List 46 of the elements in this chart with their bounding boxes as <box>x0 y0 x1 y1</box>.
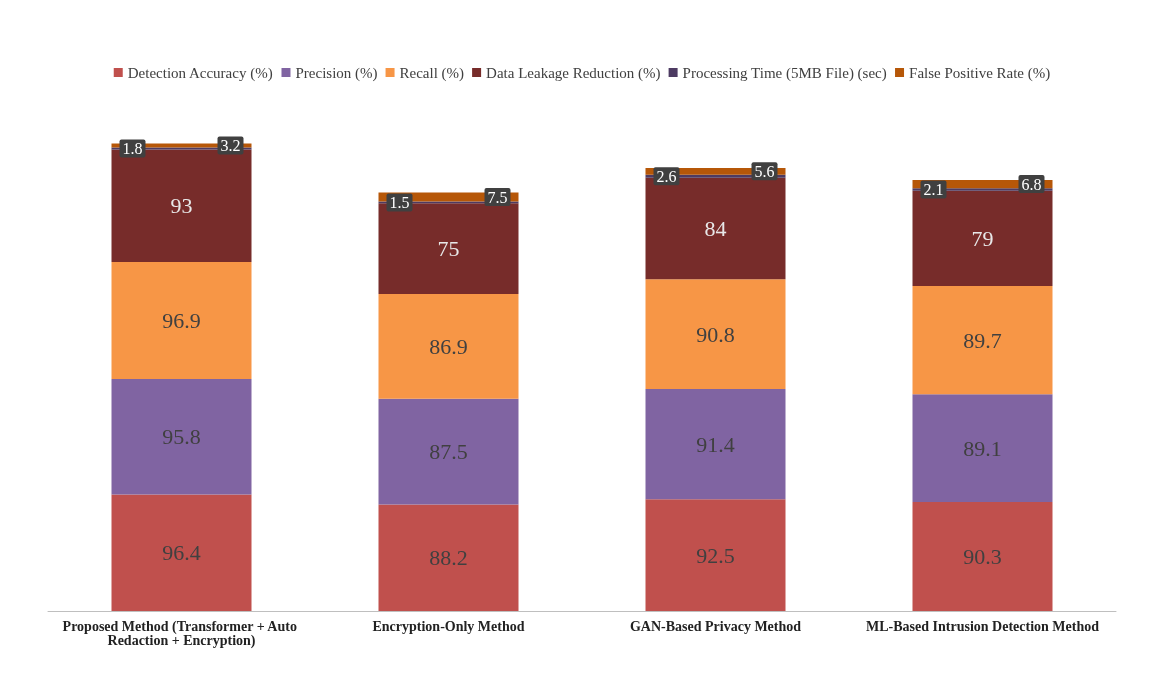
data-label: 93 <box>170 193 193 219</box>
bar <box>378 293 519 399</box>
x-tick-label: ML-Based Intrusion Detection Method <box>866 618 1100 634</box>
bar <box>111 494 252 611</box>
data-label: 89.1 <box>963 435 1002 461</box>
data-label: 90.3 <box>963 543 1002 569</box>
data-label: 1.5 <box>389 193 410 211</box>
bar <box>912 501 1053 611</box>
x-tick-label: GAN-Based Privacy Method <box>629 618 802 634</box>
data-label: 2.6 <box>656 167 677 185</box>
data-label: 95.8 <box>162 424 201 450</box>
data-label: 1.8 <box>122 140 143 158</box>
legend-label: Processing Time (5MB File) (sec) <box>682 64 887 82</box>
data-label: 88.2 <box>429 545 468 571</box>
bar <box>645 388 786 500</box>
data-label: 86.9 <box>429 333 468 359</box>
bar <box>378 398 519 505</box>
legend-label: Detection Accuracy (%) <box>127 64 273 82</box>
data-label: 3.2 <box>220 137 241 155</box>
bar <box>111 378 252 495</box>
bar <box>645 499 786 611</box>
legend-label: Data Leakage Reduction (%) <box>486 64 661 82</box>
data-label: 92.5 <box>696 542 735 568</box>
data-label: 75 <box>437 236 460 262</box>
data-label: 96.9 <box>162 307 201 333</box>
bar <box>378 504 519 611</box>
data-label: 91.4 <box>696 431 735 457</box>
data-label: 6.8 <box>1021 175 1042 193</box>
data-label: 7.5 <box>487 188 508 206</box>
bar <box>645 279 786 389</box>
data-label: 79 <box>971 225 994 251</box>
data-label: 5.6 <box>754 162 775 180</box>
bar <box>111 261 252 379</box>
legend-label: False Positive Rate (%) <box>909 64 1051 82</box>
data-label: 89.7 <box>963 327 1002 353</box>
x-tick-label: Encryption-Only Method <box>372 618 525 634</box>
legend-label: Recall (%) <box>399 64 465 82</box>
data-label: 84 <box>704 216 727 242</box>
data-label: 90.8 <box>696 321 735 347</box>
data-label: 96.4 <box>162 540 201 566</box>
x-tick-label: Proposed Method (Transformer + Auto Redaction + Encryption) <box>62 618 301 649</box>
legend-label: Precision (%) <box>295 64 378 82</box>
data-label: 87.5 <box>429 439 468 465</box>
bar <box>912 394 1053 502</box>
data-label: 2.1 <box>923 180 944 198</box>
bar <box>912 286 1053 395</box>
